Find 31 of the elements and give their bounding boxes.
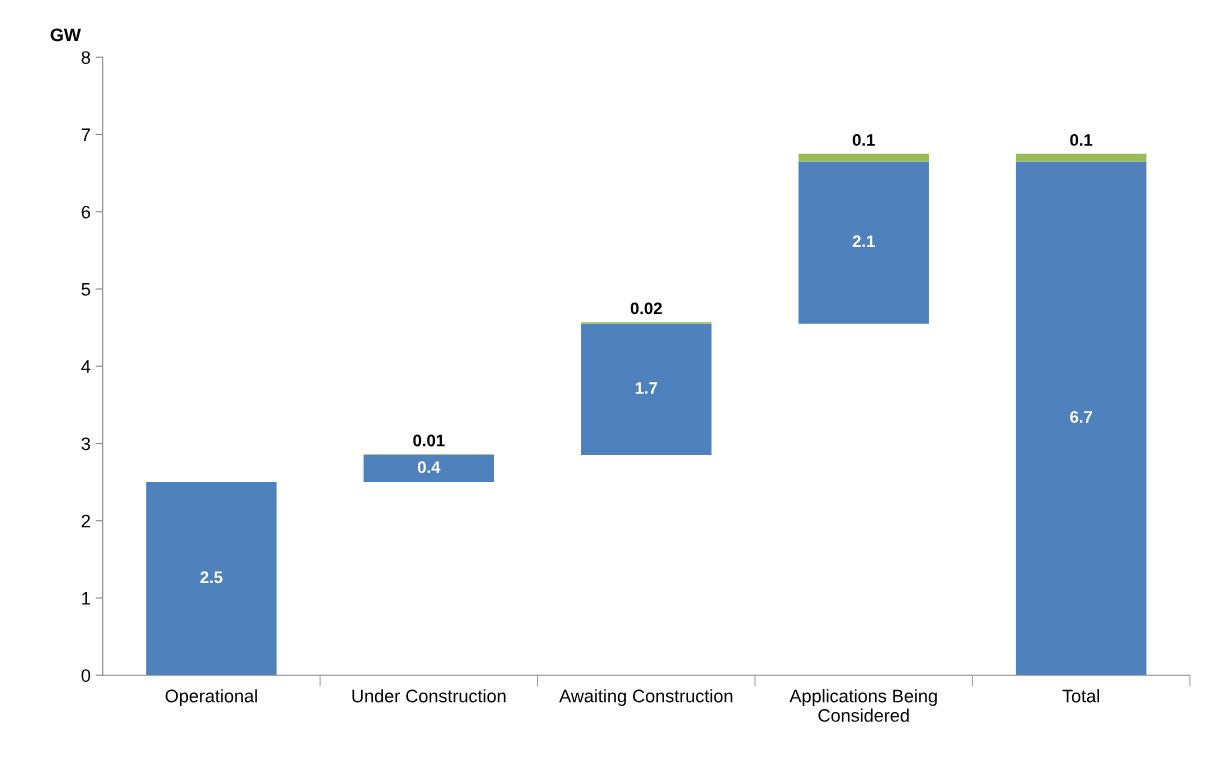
y-tick-label: 3 [81,437,91,451]
bar [798,153,929,162]
data-label: 0.01 [413,434,445,447]
data-label: 2.5 [200,571,223,584]
y-axis-title: GW [50,28,81,42]
x-tick-label: Applications Being Considered [789,689,937,722]
data-label: 0.1 [1070,134,1093,146]
bar [146,482,277,676]
y-tick-label: 0 [81,669,91,682]
bar [1015,153,1147,162]
y-tick-label: 4 [81,360,91,373]
data-label: 0.02 [630,302,662,315]
data-label: 0.4 [417,461,441,474]
x-tick-label: Awaiting Construction [559,689,733,706]
data-label: 0.1 [852,134,875,146]
y-tick-label: 8 [81,51,91,64]
data-label: 2.1 [852,235,875,247]
data-label: 1.7 [635,382,658,394]
x-tick-label: Under Construction [352,689,506,703]
bar [798,161,929,324]
bar [363,455,495,483]
y-tick-label: 6 [81,205,91,219]
data-label: 6.7 [1070,411,1093,423]
x-tick-label: Total [1062,689,1100,703]
y-tick-label: 2 [81,514,90,528]
y-tick-label: 1 [82,592,90,605]
y-tick-label: 5 [81,283,91,296]
y-tick-label: 7 [81,128,90,142]
x-tick-label: Operational [165,689,257,706]
bar [1015,161,1147,676]
bar [581,323,712,456]
